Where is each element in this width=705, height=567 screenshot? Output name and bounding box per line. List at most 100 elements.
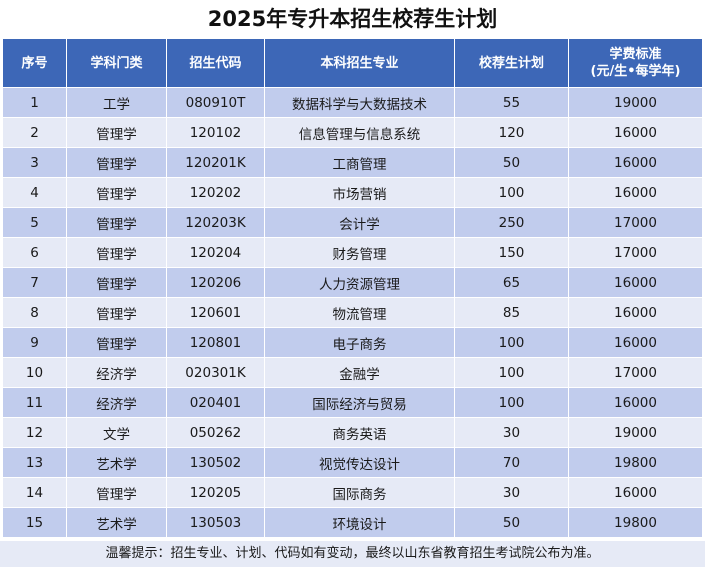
cell-plan: 150 — [454, 237, 569, 268]
cell-fee: 16000 — [568, 267, 703, 298]
cell-fee: 17000 — [568, 207, 703, 238]
table-row: 2 管理学 120102 信息管理与信息系统 120 16000 — [2, 117, 703, 148]
cell-plan: 100 — [454, 327, 569, 358]
cell-fee: 19800 — [568, 447, 703, 478]
table-row: 1 工学 080910T 数据科学与大数据技术 55 19000 — [2, 87, 703, 118]
table-row: 3 管理学 120201K 工商管理 50 16000 — [2, 147, 703, 178]
cell-seq: 6 — [2, 237, 67, 268]
cell-code: 130502 — [166, 447, 265, 478]
cell-seq: 9 — [2, 327, 67, 358]
cell-category: 管理学 — [66, 207, 167, 238]
cell-major: 电子商务 — [264, 327, 455, 358]
cell-fee: 16000 — [568, 177, 703, 208]
header-seq: 序号 — [2, 38, 67, 88]
cell-fee: 19000 — [568, 87, 703, 118]
cell-plan: 50 — [454, 507, 569, 538]
header-plan: 校荐生计划 — [454, 38, 569, 88]
cell-major: 国际商务 — [264, 477, 455, 508]
footer-note: 温馨提示：招生专业、计划、代码如有变动，最终以山东省教育招生考试院公布为准。 — [0, 541, 705, 567]
table-row: 11 经济学 020401 国际经济与贸易 100 16000 — [2, 387, 703, 418]
cell-plan: 250 — [454, 207, 569, 238]
cell-plan: 100 — [454, 357, 569, 388]
page-title: 2025年专升本招生校荐生计划 — [207, 7, 498, 31]
cell-plan: 30 — [454, 477, 569, 508]
table-row: 9 管理学 120801 电子商务 100 16000 — [2, 327, 703, 358]
cell-code: 120801 — [166, 327, 265, 358]
cell-plan: 30 — [454, 417, 569, 448]
cell-category: 艺术学 — [66, 507, 167, 538]
cell-major: 商务英语 — [264, 417, 455, 448]
cell-code: 130503 — [166, 507, 265, 538]
table-row: 12 文学 050262 商务英语 30 19000 — [2, 417, 703, 448]
cell-plan: 70 — [454, 447, 569, 478]
cell-code: 120203K — [166, 207, 265, 238]
header-major: 本科招生专业 — [264, 38, 455, 88]
cell-code: 120201K — [166, 147, 265, 178]
cell-seq: 1 — [2, 87, 67, 118]
cell-fee: 16000 — [568, 327, 703, 358]
cell-code: 120601 — [166, 297, 265, 328]
header-category: 学科门类 — [66, 38, 167, 88]
cell-plan: 100 — [454, 387, 569, 418]
cell-major: 国际经济与贸易 — [264, 387, 455, 418]
cell-major: 金融学 — [264, 357, 455, 388]
cell-fee: 16000 — [568, 387, 703, 418]
cell-code: 120206 — [166, 267, 265, 298]
cell-category: 艺术学 — [66, 447, 167, 478]
cell-category: 管理学 — [66, 117, 167, 148]
cell-category: 管理学 — [66, 297, 167, 328]
header-fee: 学费标准 (元/生•每学年) — [568, 38, 703, 88]
table-row: 10 经济学 020301K 金融学 100 17000 — [2, 357, 703, 388]
enrollment-plan-table: 序号 学科门类 招生代码 本科招生专业 校荐生计划 学费标准 (元/生•每学年)… — [2, 38, 703, 538]
table-row: 7 管理学 120206 人力资源管理 65 16000 — [2, 267, 703, 298]
cell-fee: 19000 — [568, 417, 703, 448]
cell-seq: 15 — [2, 507, 67, 538]
cell-seq: 11 — [2, 387, 67, 418]
cell-category: 文学 — [66, 417, 167, 448]
cell-fee: 16000 — [568, 147, 703, 178]
cell-seq: 13 — [2, 447, 67, 478]
cell-plan: 120 — [454, 117, 569, 148]
cell-fee: 19800 — [568, 507, 703, 538]
table-row: 8 管理学 120601 物流管理 85 16000 — [2, 297, 703, 328]
table-row: 15 艺术学 130503 环境设计 50 19800 — [2, 507, 703, 538]
cell-seq: 14 — [2, 477, 67, 508]
cell-major: 信息管理与信息系统 — [264, 117, 455, 148]
cell-seq: 5 — [2, 207, 67, 238]
cell-seq: 12 — [2, 417, 67, 448]
cell-category: 管理学 — [66, 237, 167, 268]
header-fee-line2: (元/生•每学年) — [590, 64, 681, 79]
cell-category: 经济学 — [66, 357, 167, 388]
cell-plan: 85 — [454, 297, 569, 328]
cell-plan: 100 — [454, 177, 569, 208]
cell-major: 数据科学与大数据技术 — [264, 87, 455, 118]
cell-major: 市场营销 — [264, 177, 455, 208]
header-code: 招生代码 — [166, 38, 265, 88]
cell-category: 管理学 — [66, 477, 167, 508]
cell-code: 120204 — [166, 237, 265, 268]
cell-plan: 55 — [454, 87, 569, 118]
cell-code: 120202 — [166, 177, 265, 208]
cell-seq: 10 — [2, 357, 67, 388]
cell-fee: 16000 — [568, 297, 703, 328]
table-header-row: 序号 学科门类 招生代码 本科招生专业 校荐生计划 学费标准 (元/生•每学年) — [2, 38, 703, 88]
cell-code: 020301K — [166, 357, 265, 388]
table-row: 14 管理学 120205 国际商务 30 16000 — [2, 477, 703, 508]
cell-category: 经济学 — [66, 387, 167, 418]
cell-major: 会计学 — [264, 207, 455, 238]
header-fee-line1: 学费标准 — [609, 47, 662, 62]
cell-seq: 7 — [2, 267, 67, 298]
cell-category: 管理学 — [66, 267, 167, 298]
cell-fee: 16000 — [568, 477, 703, 508]
cell-seq: 8 — [2, 297, 67, 328]
cell-fee: 17000 — [568, 357, 703, 388]
cell-code: 120102 — [166, 117, 265, 148]
table-row: 6 管理学 120204 财务管理 150 17000 — [2, 237, 703, 268]
cell-category: 管理学 — [66, 327, 167, 358]
table-row: 5 管理学 120203K 会计学 250 17000 — [2, 207, 703, 238]
cell-plan: 50 — [454, 147, 569, 178]
cell-major: 物流管理 — [264, 297, 455, 328]
cell-code: 020401 — [166, 387, 265, 418]
cell-plan: 65 — [454, 267, 569, 298]
cell-major: 人力资源管理 — [264, 267, 455, 298]
